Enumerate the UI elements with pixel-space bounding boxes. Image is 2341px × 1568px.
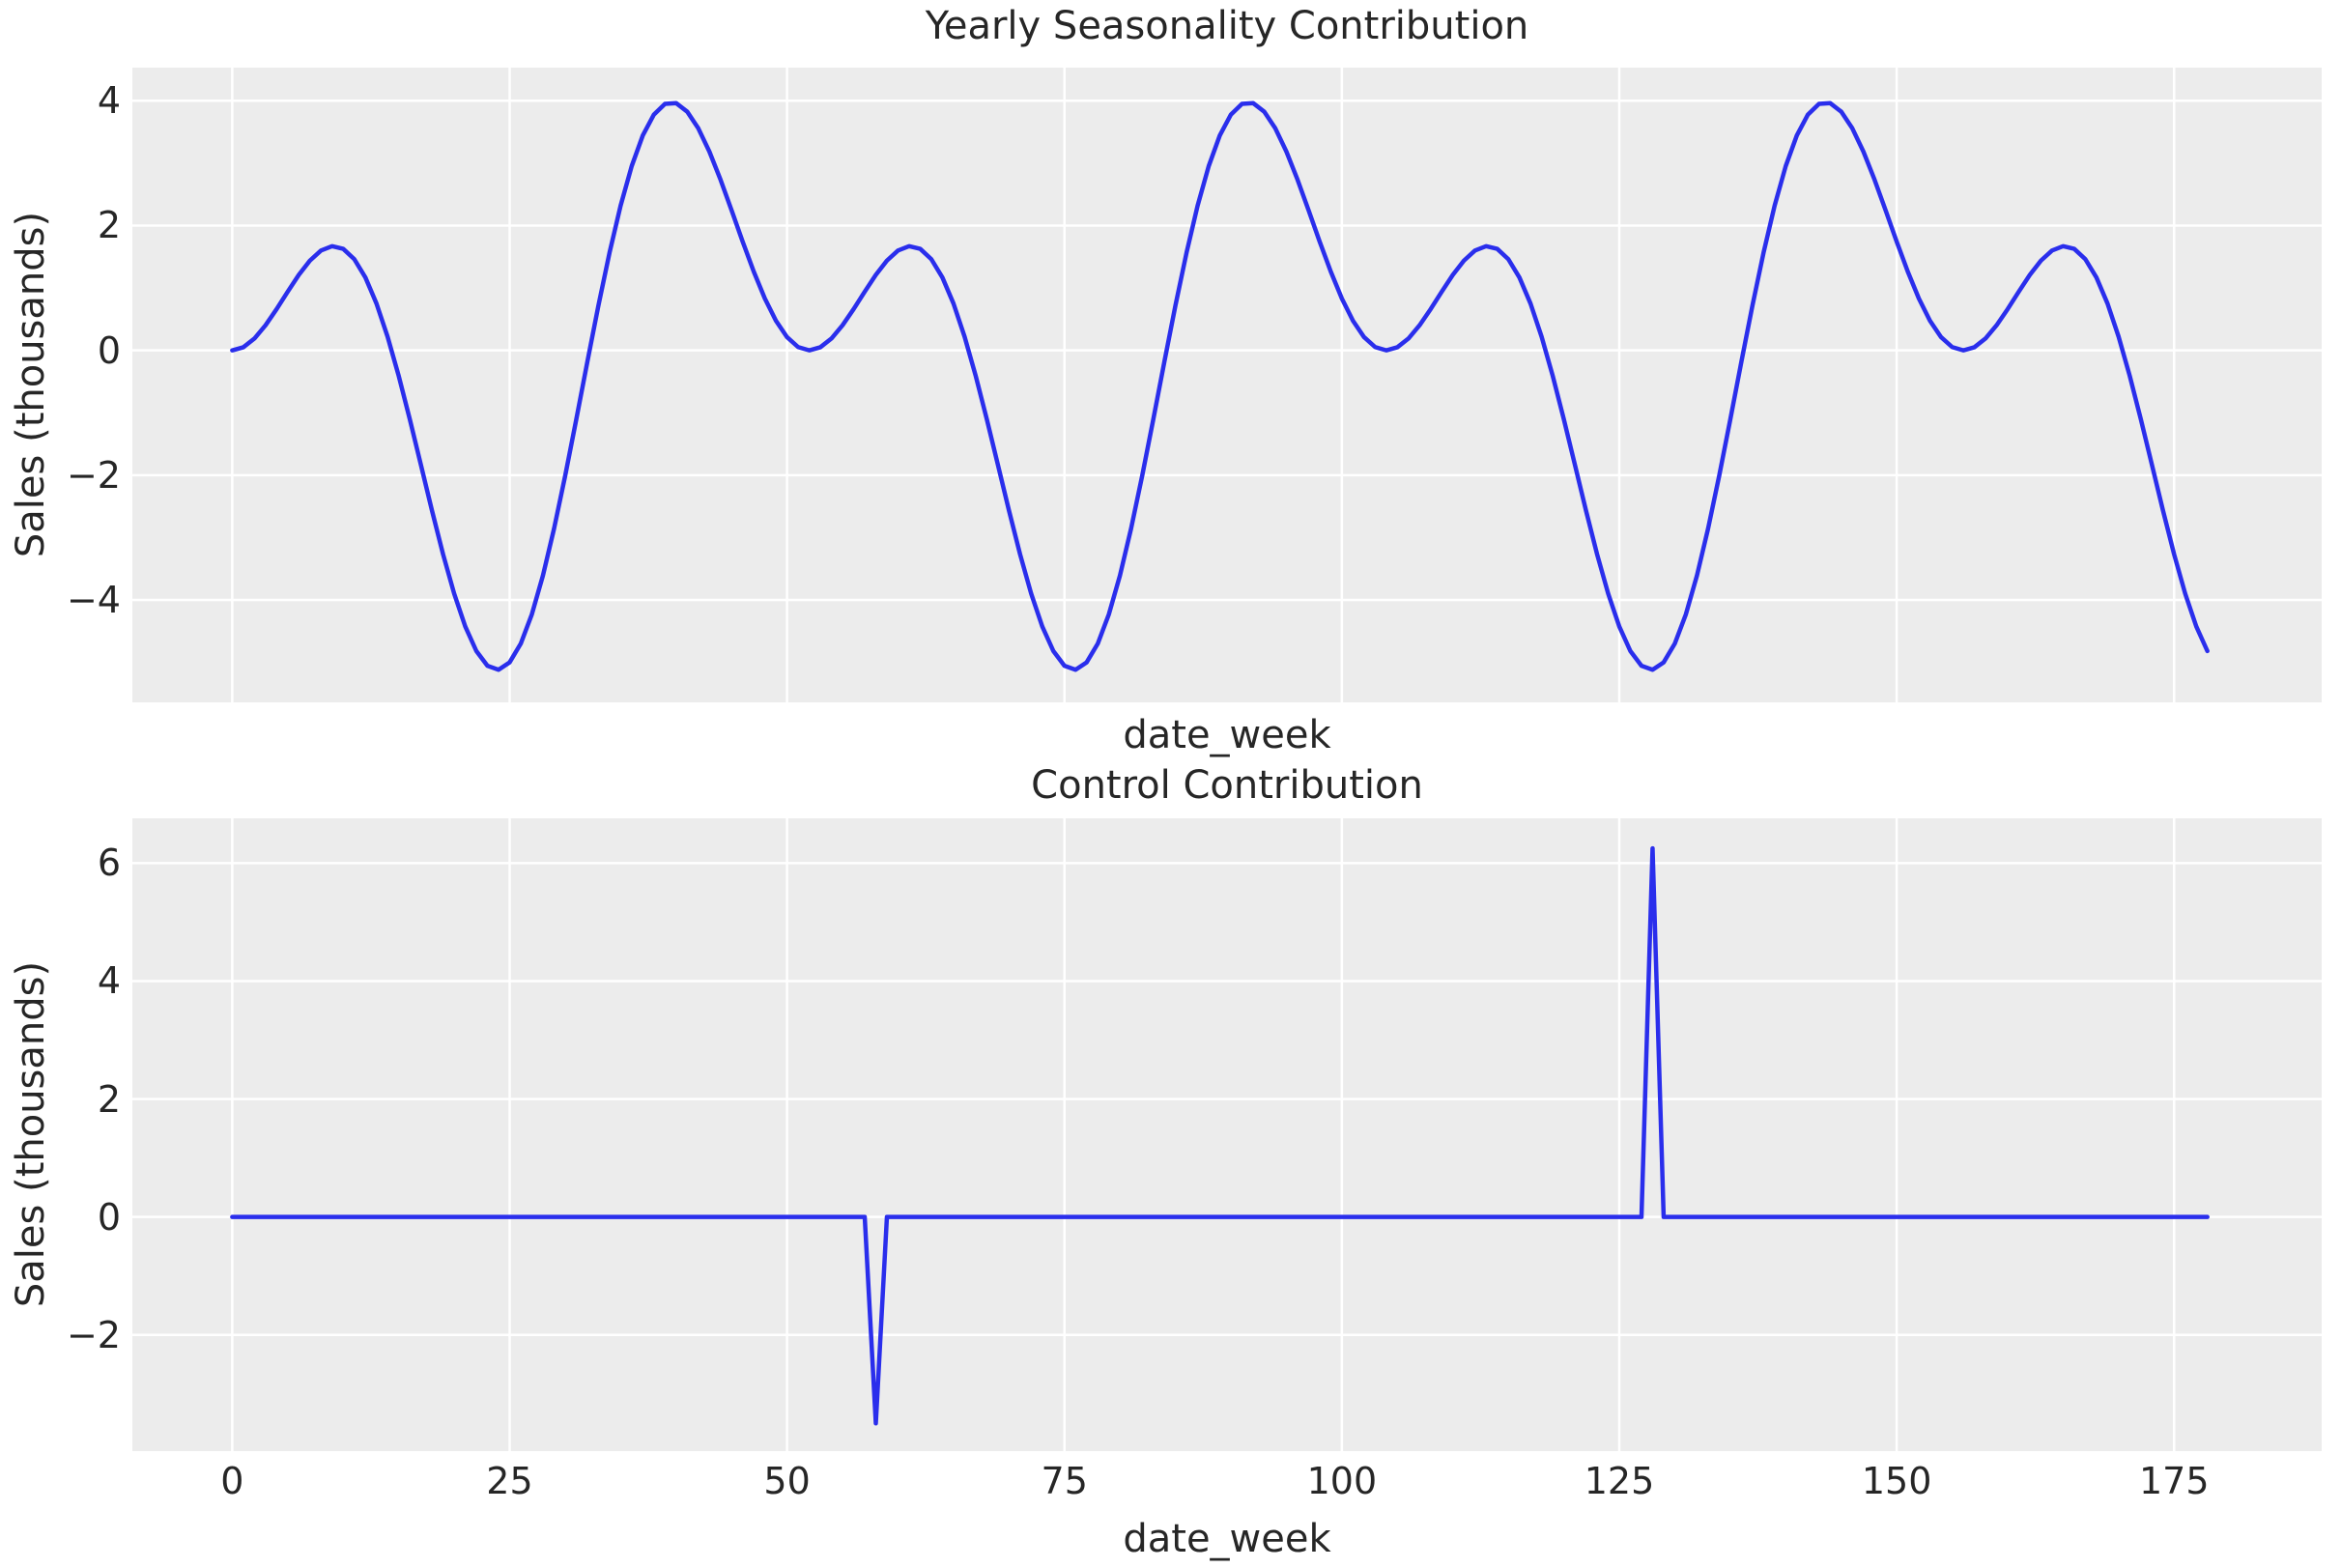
y-tick-label: 0 [97,328,121,372]
y-tick-label: 4 [97,79,121,123]
control-series-line [230,845,2210,1426]
x-tick-label: 0 [220,1460,244,1502]
control-y-axis-label: Sales (thousands) [9,960,53,1308]
x-tick-label: 175 [2138,1460,2210,1502]
seasonality-series-line [230,100,2210,672]
x-tick-label: 75 [1041,1460,1088,1502]
y-tick-label: 6 [97,841,121,885]
control-chart-title: Control Contribution [1031,763,1423,808]
seasonality-x-axis-label: date_week [1123,713,1331,757]
control-plot-area [132,818,2322,1451]
y-tick-label: 2 [97,204,121,247]
grid-lines [132,68,2322,702]
y-tick-label: 2 [97,1077,121,1121]
y-tick-label: −2 [66,1313,121,1356]
seasonality-plot-area [132,68,2322,702]
x-tick-label: 150 [1861,1460,1932,1502]
control-plot-svg [132,818,2322,1451]
y-tick-label: 0 [97,1195,121,1239]
seasonality-chart-title: Yearly Seasonality Contribution [925,4,1529,48]
y-tick-label: 4 [97,959,121,1003]
x-tick-label: 100 [1306,1460,1378,1502]
y-tick-label: −2 [66,453,121,497]
control-x-axis-label: date_week [1123,1517,1331,1561]
y-tick-label: −4 [66,579,121,622]
grid-lines [132,818,2322,1451]
x-tick-label: 50 [763,1460,811,1502]
x-tick-label: 125 [1584,1460,1655,1502]
seasonality-y-axis-label: Sales (thousands) [9,211,53,558]
seasonality-plot-svg [132,68,2322,702]
x-tick-label: 25 [486,1460,533,1502]
